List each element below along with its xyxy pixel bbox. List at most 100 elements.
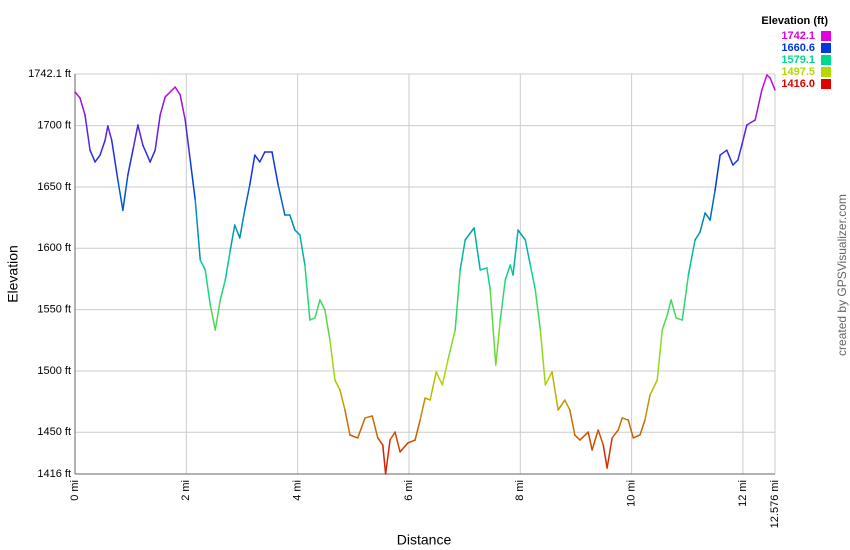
x-axis-label: Distance: [397, 532, 452, 548]
elevation-segment: [486, 267, 491, 291]
y-tick-label: 1600 ft: [37, 242, 71, 254]
elevation-segment: [534, 289, 542, 331]
elevation-segment: [597, 429, 604, 446]
elevation-segment: [371, 415, 379, 439]
elevation-segment: [233, 224, 241, 239]
elevation-segment: [84, 114, 91, 151]
elevation-segment: [229, 224, 236, 251]
x-tick-label: 8 mi: [514, 480, 526, 501]
x-tick-label: 12.576 mi: [769, 480, 781, 528]
elevation-segment: [606, 437, 613, 469]
elevation-segment: [189, 159, 196, 201]
elevation-segment: [473, 227, 481, 271]
elevation-segment: [289, 214, 296, 231]
elevation-segment: [344, 409, 351, 436]
legend-swatch: [821, 55, 831, 65]
elevation-segment: [447, 329, 456, 361]
elevation-segment: [117, 179, 124, 212]
elevation-segment: [495, 319, 502, 366]
elevation-segment: [454, 269, 461, 331]
elevation-segment: [399, 442, 409, 453]
elevation-segment: [746, 119, 756, 126]
elevation-segment: [389, 431, 396, 441]
legend-swatch: [821, 67, 831, 77]
elevation-segment: [384, 439, 391, 475]
elevation-segment: [694, 231, 701, 241]
elevation-segment: [334, 379, 341, 391]
elevation-segment: [726, 149, 734, 166]
elevation-segment: [127, 149, 134, 176]
elevation-segment: [737, 144, 743, 161]
legend-swatch: [821, 79, 831, 89]
elevation-segment: [539, 329, 547, 386]
elevation-segment: [699, 212, 706, 233]
elevation-segment: [79, 97, 86, 116]
elevation-segment: [499, 279, 507, 321]
elevation-segment: [209, 304, 217, 331]
elevation-segment: [174, 86, 181, 96]
x-tick-label: 6 mi: [403, 480, 415, 501]
elevation-segment: [259, 151, 266, 163]
elevation-segment: [277, 184, 286, 216]
y-tick-label: 1650 ft: [37, 181, 71, 193]
elevation-segment: [754, 89, 763, 121]
x-tick-label: 4 mi: [292, 480, 304, 501]
elevation-segment: [591, 429, 599, 451]
elevation-segment: [587, 431, 593, 451]
elevation-segment: [122, 174, 129, 212]
elevation-segment: [627, 419, 635, 439]
elevation-segment: [299, 234, 306, 266]
elevation-segment: [94, 154, 101, 163]
elevation-segment: [579, 431, 589, 441]
elevation-segment: [639, 419, 646, 436]
elevation-segment: [249, 154, 256, 186]
elevation-segment: [254, 154, 261, 163]
elevation-segment: [557, 399, 566, 411]
elevation-segment: [574, 434, 581, 441]
elevation-segment: [324, 309, 331, 341]
elevation-segment: [632, 434, 641, 439]
elevation-segment: [551, 371, 559, 411]
legend-label: 1579.1: [781, 54, 815, 66]
y-tick-label: 1500 ft: [37, 365, 71, 377]
elevation-segment: [644, 394, 651, 421]
elevation-segment: [382, 444, 387, 475]
legend-label: 1660.6: [781, 42, 815, 54]
elevation-segment: [74, 91, 81, 99]
elevation-segment: [319, 299, 326, 311]
elevation-segment: [709, 189, 716, 221]
elevation-segment: [304, 264, 311, 321]
elevation-segment: [349, 434, 359, 439]
legend-swatch: [821, 43, 831, 53]
elevation-segment: [132, 124, 139, 151]
elevation-segment: [459, 239, 466, 271]
legend-swatch: [821, 31, 831, 41]
elevation-segment: [666, 299, 672, 316]
elevation-segment: [239, 209, 246, 239]
x-tick-label: 10 mi: [626, 480, 638, 507]
elevation-segment: [137, 124, 144, 147]
y-tick-label: 1742.1 ft: [28, 68, 71, 80]
elevation-segment: [529, 264, 537, 291]
legend-title: Elevation (ft): [761, 15, 828, 27]
elevation-segment: [184, 119, 191, 161]
elevation-segment: [414, 419, 421, 441]
elevation-segment: [104, 125, 109, 142]
elevation-segment: [110, 139, 119, 181]
elevation-segment: [214, 299, 222, 331]
credit: created by GPSVisualizer.com: [835, 194, 849, 356]
elevation-segment: [617, 417, 623, 431]
elevation-segment: [142, 144, 151, 163]
elevation-segment: [314, 299, 321, 319]
elevation-segment: [164, 86, 176, 98]
elevation-segment: [670, 299, 677, 319]
elevation-segment: [424, 397, 431, 401]
elevation-segment: [649, 379, 658, 396]
elevation-segment: [271, 151, 279, 186]
elevation-segment: [179, 94, 186, 121]
elevation-segment: [329, 339, 336, 381]
elevation-segment: [194, 199, 201, 261]
elevation-segment: [364, 415, 373, 419]
elevation-segment: [377, 437, 384, 446]
elevation-segment: [149, 149, 156, 163]
